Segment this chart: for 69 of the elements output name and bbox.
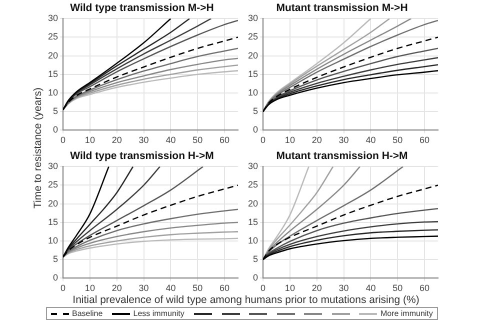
y-tick-label: 30: [248, 161, 258, 172]
y-tick-label: 20: [248, 198, 258, 208]
y-tick-label: 20: [48, 50, 58, 60]
y-tick-label: 20: [248, 50, 258, 60]
y-tick-label: 0: [252, 124, 258, 135]
y-tick-label: 0: [252, 272, 258, 283]
y-tick-label: 10: [48, 235, 58, 246]
line-series: [63, 222, 238, 258]
x-tick-label: 20: [112, 135, 122, 146]
x-tick-label: 40: [366, 283, 376, 294]
legend-label: More immunity: [380, 309, 433, 318]
line-series: [63, 238, 238, 258]
x-tick-label: 10: [284, 283, 295, 294]
chart-title: Mutant transmission M->H: [276, 2, 408, 14]
y-tick-label: 30: [48, 161, 58, 172]
x-tick-label: 30: [338, 135, 349, 146]
y-tick-label: 5: [252, 106, 258, 116]
chart-title: Wild type transmission H->M: [70, 150, 214, 162]
y-tick-label: 10: [248, 87, 258, 98]
x-tick-label: 30: [138, 135, 149, 146]
x-tick-label: 0: [260, 283, 266, 294]
y-tick-label: 5: [252, 254, 258, 264]
y-tick-label: 10: [48, 87, 58, 98]
x-tick-label: 40: [166, 283, 176, 294]
line-series: [63, 208, 238, 258]
chart-title: Wild type transmission M->H: [70, 2, 214, 14]
legend-label: Baseline: [72, 309, 103, 318]
x-tick-label: 10: [284, 135, 295, 146]
y-tick-label: 15: [48, 216, 58, 227]
x-tick-label: 20: [112, 283, 122, 294]
x-tick-label: 0: [60, 283, 66, 294]
y-tick-label: 20: [48, 198, 58, 208]
x-tick-label: 20: [312, 135, 322, 146]
x-tick-label: 50: [192, 135, 203, 146]
y-tick-label: 25: [48, 180, 58, 190]
y-tick-label: 15: [248, 216, 258, 227]
x-tick-label: 30: [138, 283, 149, 294]
y-axis-title: Time to resistance (years): [32, 88, 44, 208]
y-tick-label: 15: [48, 68, 58, 79]
y-tick-label: 5: [52, 106, 58, 116]
x-tick-label: 60: [420, 283, 430, 294]
x-tick-label: 50: [392, 135, 403, 146]
x-tick-label: 40: [166, 135, 176, 146]
y-tick-label: 10: [248, 235, 258, 246]
x-tick-label: 60: [220, 135, 230, 146]
x-axis-title: Initial prevalence of wild type among humans prior to mutations arising (%): [72, 294, 420, 306]
y-tick-label: 15: [248, 68, 258, 79]
y-tick-label: 0: [52, 124, 58, 135]
x-tick-label: 0: [60, 135, 66, 146]
line-series: [63, 231, 238, 258]
x-tick-label: 10: [84, 283, 95, 294]
x-tick-label: 50: [392, 283, 403, 294]
y-tick-label: 25: [48, 32, 58, 42]
x-tick-label: 10: [84, 135, 95, 146]
y-tick-label: 5: [52, 254, 58, 264]
x-tick-label: 40: [366, 135, 376, 146]
y-tick-label: 30: [248, 13, 258, 24]
x-tick-label: 20: [312, 283, 322, 294]
x-tick-label: 30: [338, 283, 349, 294]
x-tick-label: 60: [220, 283, 230, 294]
x-tick-label: 0: [260, 135, 266, 146]
legend-label: Less immunity: [133, 309, 184, 318]
y-tick-label: 25: [248, 180, 258, 190]
y-tick-label: 25: [248, 32, 258, 42]
y-tick-label: 30: [48, 13, 58, 24]
chart-title: Mutant transmission H->M: [276, 150, 408, 162]
y-tick-label: 0: [52, 272, 58, 283]
x-tick-label: 50: [192, 283, 203, 294]
x-tick-label: 60: [420, 135, 430, 146]
